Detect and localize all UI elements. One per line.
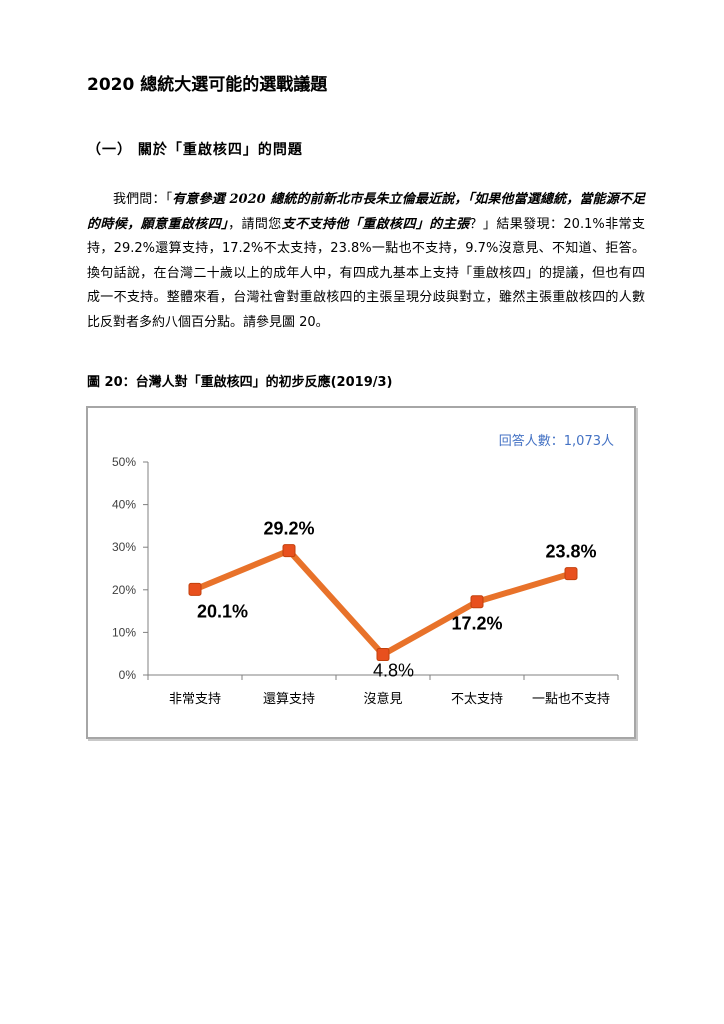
data-point-marker [376, 648, 390, 662]
body-paragraph: 我們問：「有意參選 2020 總統的前新北市長朱立倫最近說，「如果他當選總統，當… [87, 188, 645, 335]
figure-caption: 圖 20：台灣人對「重啟核四」的初步反應(2019/3) [87, 375, 393, 390]
data-point-marker [282, 544, 296, 558]
y-tick-label: 20% [112, 583, 136, 597]
x-category-label: 一點也不支持 [532, 692, 610, 707]
y-tick-label: 0% [119, 668, 137, 682]
y-tick-label: 30% [112, 540, 136, 554]
y-tick-label: 50% [112, 455, 136, 469]
series-line [193, 547, 572, 658]
data-label: 17.2% [451, 614, 502, 634]
y-tick-label: 40% [112, 498, 136, 512]
y-tick-label: 10% [112, 625, 136, 639]
para-text-2: ，請問您 [228, 216, 282, 232]
x-category-label: 還算支持 [263, 692, 315, 707]
data-point-marker [470, 595, 484, 609]
x-category-label: 不太支持 [451, 692, 503, 707]
page-title: 2020 總統大選可能的選戰議題 [87, 75, 328, 95]
para-text-1: 我們問：「 [113, 192, 173, 207]
para-text-3: ？」結果發現：20.1%非常支持，29.2%還算支持，17.2%不太支持，23.… [87, 216, 645, 330]
data-label: 23.8% [545, 542, 596, 562]
data-label: 20.1% [197, 601, 248, 621]
respondents-label: 回答人數：1,073人 [498, 434, 614, 449]
x-category-label: 非常支持 [169, 692, 221, 707]
para-quote-1: 有意參選 2020 總統的前新北市長朱立倫最近說，「如果他當選總統，當能源不足的… [87, 192, 645, 232]
section-heading: （一） 關於「重啟核四」的問題 [87, 142, 303, 158]
line-chart: 0% 10% 20% 30% 40% 50% 非常支持 還算支持 沒意見 不太支持 一點也不支持 2… [112, 455, 619, 707]
data-label: 29.2% [263, 519, 314, 539]
para-quote-2: 支不支持他「重啟核四」的主張 [281, 216, 470, 232]
data-label: 4.8% [373, 661, 414, 681]
x-category-label: 沒意見 [363, 691, 402, 707]
data-point-marker [564, 567, 578, 581]
data-point-marker [188, 582, 202, 596]
chart-frame: 回答人數：1,073人 0% 10% 20% 30% 40% 50% 非常支持 還算支持 沒意見… [86, 406, 636, 739]
